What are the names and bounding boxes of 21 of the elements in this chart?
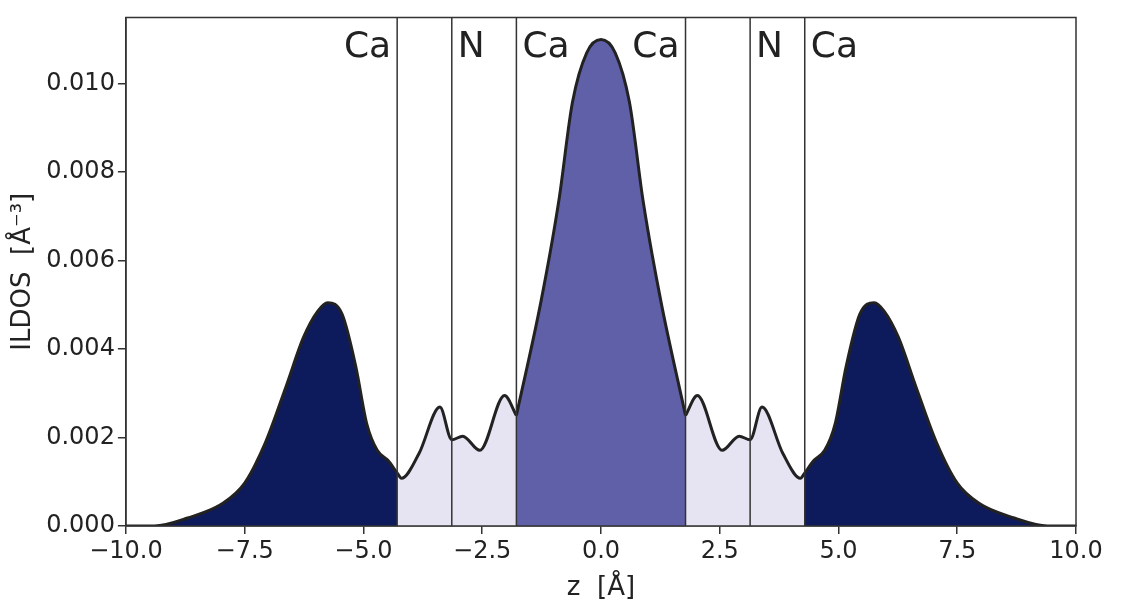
ref-line-label: Ca xyxy=(810,23,858,65)
ref-line-label: Ca xyxy=(522,23,570,65)
y-tick-label: 0.010 xyxy=(46,67,115,96)
x-tick-label: 7.5 xyxy=(938,535,977,564)
ref-line-label: Ca xyxy=(632,23,680,65)
y-tick-label: 0.006 xyxy=(46,244,115,273)
ref-line-label: N xyxy=(756,23,784,65)
x-tick-label: 0.0 xyxy=(581,535,621,564)
x-tick-label: 2.5 xyxy=(700,535,739,564)
x-tick-label: 5.0 xyxy=(819,535,858,564)
y-tick-label: 0.004 xyxy=(46,333,115,362)
x-tick-label: 10.0 xyxy=(1049,535,1103,564)
x-tick-label: −5.0 xyxy=(334,535,393,564)
x-axis-title: z [Å] xyxy=(566,570,636,602)
y-tick-label: 0.008 xyxy=(46,156,115,185)
ref-line-label: Ca xyxy=(343,23,392,65)
ref-line-label: N xyxy=(457,23,485,65)
y-axis-title: ILDOS [Å⁻³] xyxy=(5,192,37,351)
x-tick-label: −2.5 xyxy=(453,535,512,564)
x-tick-label: −7.5 xyxy=(215,535,274,564)
y-tick-label: 0.002 xyxy=(46,421,115,450)
